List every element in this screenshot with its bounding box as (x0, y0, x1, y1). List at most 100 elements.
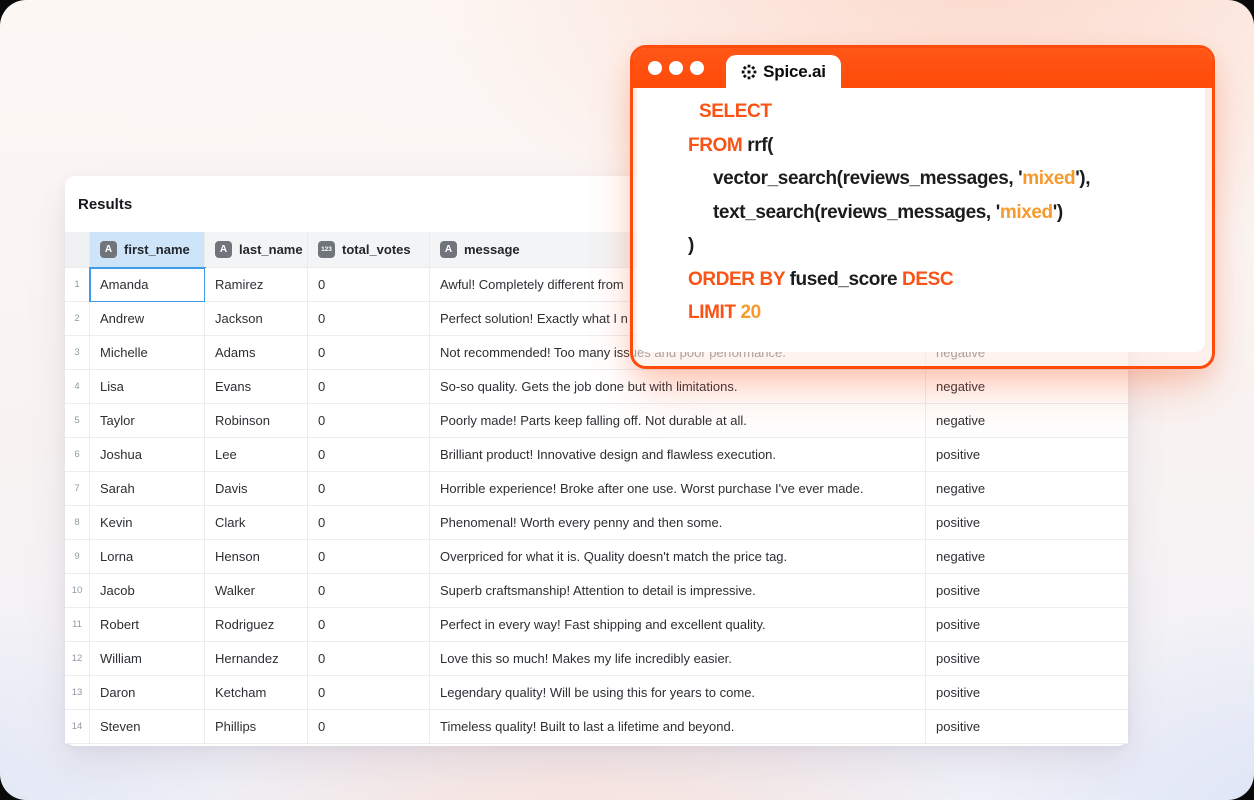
cell-total_votes[interactable]: 0 (308, 710, 430, 744)
code-token: FROM (688, 134, 748, 156)
cell-first_name[interactable]: William (90, 642, 205, 676)
cell-first_name[interactable]: Steven (90, 710, 205, 744)
cell-sentiment[interactable]: negative (926, 472, 1128, 506)
cell-message[interactable]: Overpriced for what it is. Quality doesn… (430, 540, 926, 574)
results-title: Results (78, 196, 133, 213)
row-number[interactable]: 11 (65, 608, 90, 642)
cell-last_name[interactable]: Jackson (205, 302, 308, 336)
cell-first_name[interactable]: Taylor (90, 404, 205, 438)
cell-total_votes[interactable]: 0 (308, 608, 430, 642)
window-control-dot[interactable] (648, 61, 662, 75)
cell-message[interactable]: Poorly made! Parts keep falling off. Not… (430, 404, 926, 438)
cell-message[interactable]: Brilliant product! Innovative design and… (430, 438, 926, 472)
cell-last_name[interactable]: Evans (205, 370, 308, 404)
cell-last_name[interactable]: Hernandez (205, 642, 308, 676)
code-token: 20 (740, 302, 761, 323)
cell-total_votes[interactable]: 0 (308, 302, 430, 336)
cell-last_name[interactable]: Robinson (205, 404, 308, 438)
cell-sentiment[interactable]: positive (926, 438, 1128, 472)
cell-last_name[interactable]: Walker (205, 574, 308, 608)
table-row: 7 Sarah Davis 0 Horrible experience! Broke a… (65, 472, 1128, 506)
cell-message[interactable]: Legendary quality! Will be using this fo… (430, 676, 926, 710)
cell-first_name[interactable]: Andrew (90, 302, 205, 336)
cell-sentiment[interactable]: positive (926, 710, 1128, 744)
row-number[interactable]: 14 (65, 710, 90, 744)
row-number[interactable]: 4 (65, 370, 90, 404)
cell-total_votes[interactable]: 0 (308, 506, 430, 540)
cell-sentiment[interactable]: positive (926, 608, 1128, 642)
cell-message[interactable]: Phenomenal! Worth every penny and then s… (430, 506, 926, 540)
code-token: ') (1052, 201, 1063, 223)
table-row: 11 Robert Rodriguez 0 Perfect in every way! … (65, 608, 1128, 642)
cell-first_name[interactable]: Kevin (90, 506, 205, 540)
row-number[interactable]: 1 (65, 268, 90, 302)
cell-total_votes[interactable]: 0 (308, 540, 430, 574)
cell-first_name[interactable]: Jacob (90, 574, 205, 608)
cell-message[interactable]: So-so quality. Gets the job done but wit… (430, 370, 926, 404)
code-line: text_search(reviews_messages, 'mixed') (688, 196, 1205, 230)
cell-sentiment[interactable]: negative (926, 404, 1128, 438)
column-header-total_votes[interactable]: 123 total_votes (308, 232, 430, 268)
cell-last_name[interactable]: Phillips (205, 710, 308, 744)
cell-first_name[interactable]: Lisa (90, 370, 205, 404)
cell-message[interactable]: Timeless quality! Built to last a lifeti… (430, 710, 926, 744)
row-number[interactable]: 2 (65, 302, 90, 336)
cell-sentiment[interactable]: negative (926, 370, 1128, 404)
code-token: LIMIT (688, 302, 741, 323)
window-controls (648, 61, 704, 75)
text-type-icon: A (440, 241, 457, 258)
cell-message[interactable]: Superb craftsmanship! Attention to detai… (430, 574, 926, 608)
cell-total_votes[interactable]: 0 (308, 676, 430, 710)
table-row: 8 Kevin Clark 0 Phenomenal! Worth every penn… (65, 506, 1128, 540)
cell-last_name[interactable]: Lee (205, 438, 308, 472)
cell-total_votes[interactable]: 0 (308, 438, 430, 472)
window-control-dot[interactable] (690, 61, 704, 75)
cell-total_votes[interactable]: 0 (308, 370, 430, 404)
row-number[interactable]: 7 (65, 472, 90, 506)
cell-message[interactable]: Love this so much! Makes my life incredi… (430, 642, 926, 676)
cell-last_name[interactable]: Henson (205, 540, 308, 574)
cell-first_name[interactable]: Lorna (90, 540, 205, 574)
cell-total_votes[interactable]: 0 (308, 404, 430, 438)
cell-sentiment[interactable]: positive (926, 506, 1128, 540)
row-number[interactable]: 10 (65, 574, 90, 608)
cell-total_votes[interactable]: 0 (308, 642, 430, 676)
window-titlebar: Spice.ai (633, 48, 1212, 88)
cell-message[interactable]: Horrible experience! Broke after one use… (430, 472, 926, 506)
cell-total_votes[interactable]: 0 (308, 574, 430, 608)
row-number[interactable]: 9 (65, 540, 90, 574)
cell-sentiment[interactable]: positive (926, 642, 1128, 676)
cell-last_name[interactable]: Ketcham (205, 676, 308, 710)
cell-last_name[interactable]: Ramirez (205, 268, 308, 302)
cell-last_name[interactable]: Adams (205, 336, 308, 370)
row-number[interactable]: 8 (65, 506, 90, 540)
cell-sentiment[interactable]: positive (926, 676, 1128, 710)
cell-first_name[interactable]: Joshua (90, 438, 205, 472)
tab-spice-ai[interactable]: Spice.ai (726, 55, 841, 88)
row-number[interactable]: 5 (65, 404, 90, 438)
row-number[interactable]: 3 (65, 336, 90, 370)
column-header-num[interactable] (65, 232, 90, 268)
row-number[interactable]: 12 (65, 642, 90, 676)
cell-total_votes[interactable]: 0 (308, 472, 430, 506)
code-line: FROM rrf( (688, 129, 1205, 163)
row-number[interactable]: 6 (65, 438, 90, 472)
row-number[interactable]: 13 (65, 676, 90, 710)
cell-first_name[interactable]: Amanda (89, 267, 206, 303)
cell-first_name[interactable]: Daron (90, 676, 205, 710)
window-control-dot[interactable] (669, 61, 683, 75)
cell-first_name[interactable]: Robert (90, 608, 205, 642)
cell-total_votes[interactable]: 0 (308, 268, 430, 302)
cell-last_name[interactable]: Rodriguez (205, 608, 308, 642)
cell-first_name[interactable]: Michelle (90, 336, 205, 370)
cell-sentiment[interactable]: positive (926, 574, 1128, 608)
cell-sentiment[interactable]: negative (926, 540, 1128, 574)
cell-last_name[interactable]: Davis (205, 472, 308, 506)
cell-message[interactable]: Perfect in every way! Fast shipping and … (430, 608, 926, 642)
cell-first_name[interactable]: Sarah (90, 472, 205, 506)
cell-total_votes[interactable]: 0 (308, 336, 430, 370)
cell-last_name[interactable]: Clark (205, 506, 308, 540)
